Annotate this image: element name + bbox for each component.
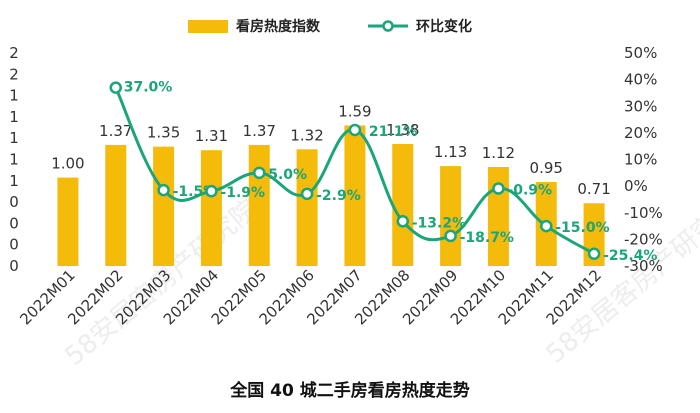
right-axis-tick: 0% [624, 177, 648, 195]
bar-value-label: 1.37 [243, 122, 276, 140]
bar-value-label: 0.95 [530, 159, 563, 177]
right-axis-tick: 30% [624, 97, 657, 115]
right-axis-tick: 10% [624, 151, 657, 169]
line-point [205, 184, 218, 198]
line-value-label: 21.1% [369, 124, 418, 140]
bar-value-label: 1.13 [434, 143, 467, 161]
bar-value-label: 1.35 [147, 124, 180, 142]
line-point [300, 187, 314, 201]
legend-bar-swatch [188, 19, 228, 33]
left-axis-tick: 2 [9, 65, 19, 83]
line-point [587, 247, 601, 261]
line-value-label: -2.9% [316, 188, 361, 204]
line-point [253, 166, 266, 180]
bar [200, 150, 222, 266]
bar-value-label: 1.12 [482, 144, 515, 162]
right-axis-tick: 20% [624, 124, 657, 142]
bar [487, 166, 509, 266]
left-axis-tick: 2 [9, 44, 19, 62]
legend-item-line[interactable]: 环比变化 [368, 16, 472, 36]
line-value-label: -1.9% [220, 185, 265, 201]
legend-item-bar[interactable]: 看房热度指数 [188, 16, 320, 36]
right-axis-tick: -30% [624, 257, 663, 275]
bar [392, 144, 414, 266]
legend: 看房热度指数 环比变化 [188, 16, 520, 36]
right-axis-tick: -20% [624, 230, 663, 248]
bar [248, 144, 270, 266]
line-value-label: -13.2% [412, 215, 466, 231]
line-point [540, 219, 553, 233]
bar [105, 144, 127, 266]
bar [153, 146, 175, 266]
left-axis-tick: 0 [9, 257, 19, 275]
legend-line-label: 环比变化 [416, 19, 472, 35]
bar [296, 149, 318, 266]
bar [440, 166, 462, 266]
bar [57, 177, 79, 266]
right-axis-tick: -10% [624, 204, 663, 222]
bar-value-label: 1.00 [51, 155, 84, 173]
legend-bar-label: 看房热度指数 [236, 19, 320, 35]
left-axis-tick: 0 [9, 214, 19, 232]
line-point [492, 182, 505, 195]
line-value-label: -25.4% [603, 248, 657, 264]
left-axis-tick: 1 [9, 129, 19, 147]
right-axis-tick: 50% [624, 44, 657, 62]
bar-value-label: 1.31 [195, 127, 228, 145]
bar-value-label: 0.71 [577, 180, 610, 198]
line-point [157, 183, 170, 197]
line-point [348, 123, 362, 137]
bar [344, 125, 366, 266]
chart-title: 全国 40 城二手房看房热度走势 [230, 381, 470, 401]
bar-value-label: 1.32 [290, 126, 323, 144]
line-point [444, 229, 457, 243]
left-axis-tick: 1 [9, 87, 19, 105]
bar-value-label: 1.59 [338, 102, 371, 120]
line-value-label: -18.7% [460, 230, 514, 246]
left-axis-tick: 1 [9, 108, 19, 126]
line-value-label: 37.0% [124, 80, 173, 96]
left-axis-tick: 0 [9, 236, 19, 254]
line-point [396, 215, 409, 228]
bar-value-label: 1.38 [386, 121, 419, 139]
left-axis-tick: 1 [9, 172, 19, 190]
watermark: 58安居客房产研究院 [541, 192, 700, 370]
line-value-label: -15.0% [555, 220, 609, 236]
line-point [109, 81, 122, 94]
line-value-label: 5.0% [268, 167, 307, 183]
legend-line-icon [368, 20, 408, 32]
left-axis-tick: 0 [9, 193, 19, 211]
bar-value-label: 1.37 [99, 122, 132, 140]
left-axis-tick: 1 [9, 151, 19, 169]
right-axis-tick: 40% [624, 71, 657, 89]
line-value-label: -0.9% [507, 183, 552, 199]
